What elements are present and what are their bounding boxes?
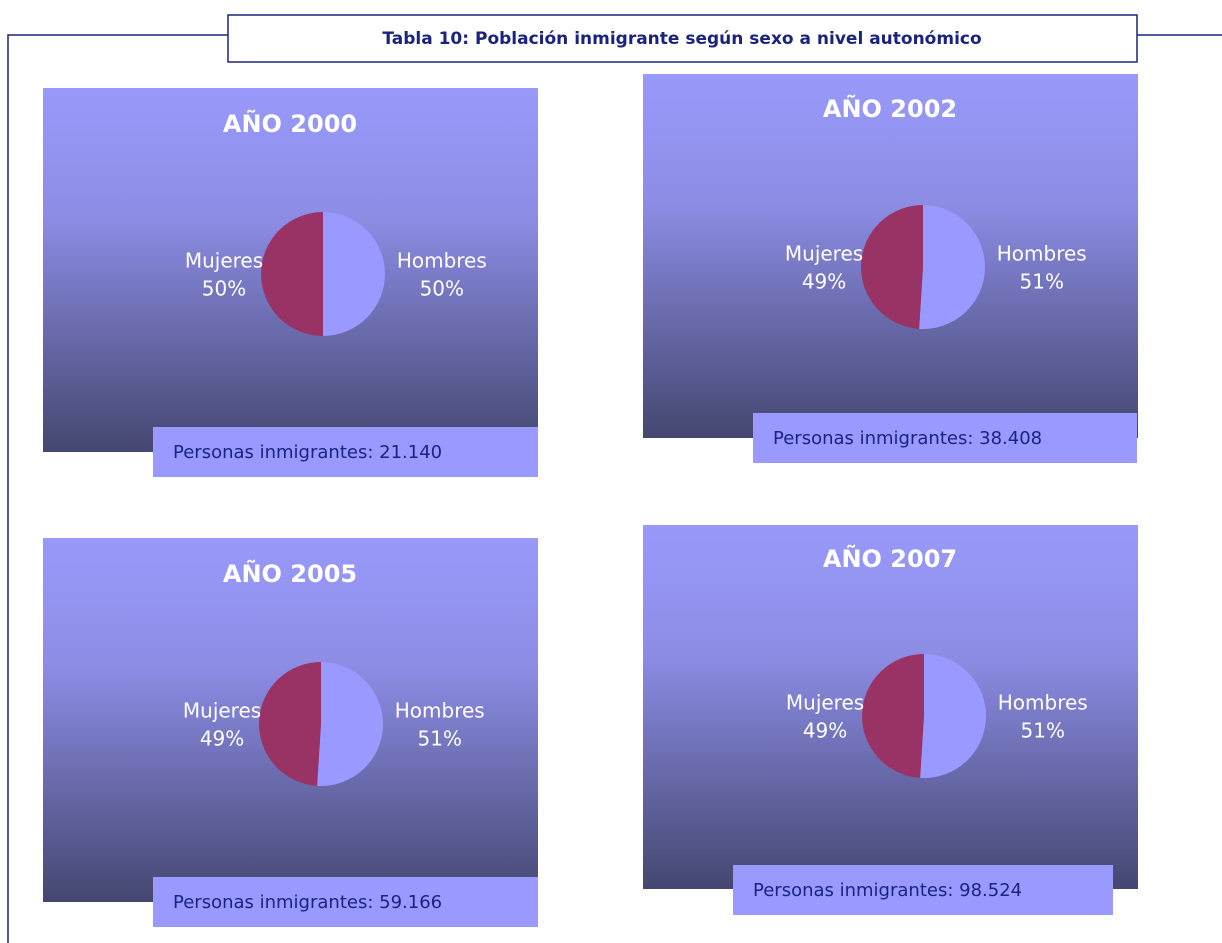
slice-value-label: 49%: [803, 719, 847, 743]
chart-title: AÑO 2002: [823, 94, 957, 123]
slice-value-label: 51%: [1021, 719, 1065, 743]
slice-value-label: 49%: [200, 727, 244, 751]
slice-value-label: 51%: [1020, 270, 1064, 294]
pie-slice: [323, 212, 385, 336]
annotation-box: [753, 413, 1137, 463]
annotation: Personas inmigrantes: 98.524: [753, 880, 1022, 901]
pie-slice: [317, 662, 383, 786]
annotation: Personas inmigrantes: 21.140: [173, 442, 442, 463]
title-box: [227, 14, 1138, 63]
slice-label: Mujeres: [786, 691, 864, 715]
slice-label: Hombres: [997, 242, 1087, 266]
pie-slice: [919, 205, 986, 330]
slice-label: Mujeres: [183, 699, 261, 723]
annotation-box: [153, 427, 538, 477]
frame: [7, 34, 1222, 943]
pie-slice: [258, 662, 321, 786]
slice-label: Hombres: [998, 691, 1088, 715]
slice-label: Mujeres: [185, 249, 263, 273]
annotation: Personas inmigrantes: 38.408: [773, 428, 1042, 449]
slice-label: Hombres: [395, 699, 485, 723]
slice-value-label: 50%: [420, 277, 464, 301]
pie-slice: [861, 205, 923, 329]
slice-label: Hombres: [397, 249, 487, 273]
annotation-box: [153, 877, 538, 927]
slice-value-label: 50%: [202, 277, 246, 301]
pie-slice: [861, 654, 924, 778]
chart-title: AÑO 2007: [823, 544, 957, 573]
pie-slice: [261, 212, 323, 336]
annotation: Personas inmigrantes: 59.166: [173, 892, 442, 913]
chart-title: AÑO 2005: [223, 559, 357, 588]
page-title: Tabla 10: Población inmigrante según sex…: [382, 29, 981, 49]
slice-value-label: 49%: [802, 270, 846, 294]
slice-label: Mujeres: [785, 242, 863, 266]
chart-title: AÑO 2000: [223, 109, 357, 138]
annotation-box: [733, 865, 1113, 915]
pie-slice: [920, 654, 986, 778]
slice-value-label: 51%: [418, 727, 462, 751]
